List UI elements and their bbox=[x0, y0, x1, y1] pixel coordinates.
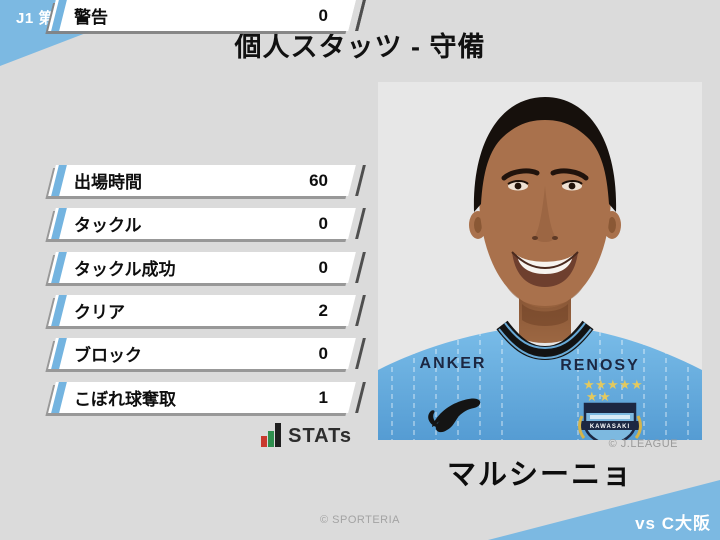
stat-row-clearances: クリア 2 bbox=[48, 295, 356, 326]
stat-label: クリア bbox=[74, 303, 125, 322]
stat-label: こぼれ球奪取 bbox=[74, 390, 176, 409]
crest-text: KAWASAKI bbox=[590, 424, 630, 430]
svg-text:★: ★ bbox=[631, 377, 643, 392]
site-credit: © SPORTERIA bbox=[319, 514, 401, 526]
stat-value: 0 bbox=[318, 257, 328, 277]
stat-row-blocks: ブロック 0 bbox=[48, 338, 356, 369]
stat-row-loose-ball-recoveries: こぼれ球奪取 1 bbox=[48, 382, 356, 413]
stat-row-tackles: タックル 0 bbox=[48, 208, 356, 239]
stat-value: 1 bbox=[318, 387, 328, 407]
player-photo: ANKER RENOSY ★ ★ ★ ★ ★ ★ ★ KAWASAKI bbox=[378, 82, 702, 448]
page-title: 個人スタッツ - 守備 bbox=[234, 32, 486, 62]
stat-value: 0 bbox=[318, 5, 328, 25]
stat-row-minutes: 出場時間 60 bbox=[48, 165, 356, 196]
photo-credit: © J.LEAGUE bbox=[608, 438, 678, 450]
stats-logo-text: STATs bbox=[288, 425, 352, 447]
jersey-sponsor-anker: ANKER bbox=[420, 355, 487, 372]
stat-label: 出場時間 bbox=[74, 173, 142, 192]
player-portrait-illustration: ANKER RENOSY ★ ★ ★ ★ ★ ★ ★ KAWASAKI bbox=[378, 82, 702, 448]
championship-stars: ★ ★ ★ ★ ★ ★ ★ bbox=[583, 377, 643, 404]
svg-text:★: ★ bbox=[619, 377, 631, 392]
stat-row-tackles-won: タックル成功 0 bbox=[48, 252, 356, 283]
stat-value: 60 bbox=[309, 170, 328, 190]
stat-row-yellow-cards: 警告 0 bbox=[48, 0, 356, 31]
jersey-collar bbox=[496, 320, 594, 361]
svg-text:★: ★ bbox=[586, 389, 598, 404]
player-head bbox=[469, 97, 621, 308]
stat-label: ブロック bbox=[74, 346, 142, 365]
jersey-sponsor-renosy: RENOSY bbox=[560, 357, 640, 374]
bar-chart-icon bbox=[261, 423, 282, 448]
club-crest: KAWASAKI bbox=[578, 402, 642, 448]
svg-text:★: ★ bbox=[595, 377, 607, 392]
svg-text:★: ★ bbox=[599, 389, 611, 404]
stat-label: タックル成功 bbox=[74, 260, 176, 279]
stats-brand-logo: STATs bbox=[52, 422, 352, 448]
puma-logo bbox=[428, 398, 481, 433]
stat-value: 0 bbox=[318, 213, 328, 233]
player-name: マルシーニョ bbox=[446, 459, 633, 491]
stat-label: タックル bbox=[74, 216, 142, 235]
player-hair bbox=[473, 97, 617, 212]
svg-text:★: ★ bbox=[583, 377, 595, 392]
stat-value: 2 bbox=[318, 300, 328, 320]
svg-text:★: ★ bbox=[607, 377, 619, 392]
opponent-badge-label: vs C大阪 bbox=[635, 514, 711, 533]
stat-value: 0 bbox=[318, 343, 328, 363]
stat-label: 警告 bbox=[74, 8, 108, 27]
